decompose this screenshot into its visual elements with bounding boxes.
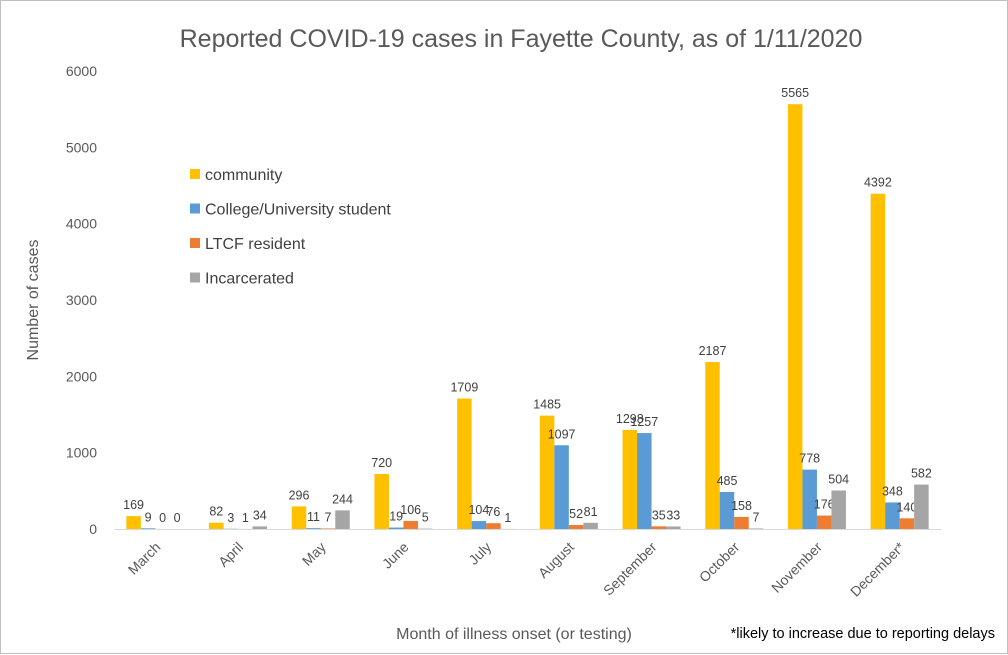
bar [705,362,720,529]
legend-swatch [190,204,200,214]
bar [292,506,307,529]
y-tick-label: 2000 [66,368,97,384]
bar [209,523,224,529]
data-label: 296 [289,488,310,502]
bar [472,521,487,529]
bar [817,516,832,529]
x-tick-label: June [379,539,412,572]
data-label: 169 [123,498,144,512]
legend: community College/University student LTCF … [190,167,391,288]
legend-swatch [190,238,200,248]
data-label: 81 [584,505,598,519]
data-label: 0 [174,511,181,525]
x-tick-label: May [299,539,329,569]
y-tick-label: 6000 [66,63,97,79]
data-label: 52 [569,507,583,521]
data-label: 582 [911,467,932,481]
data-label: 35 [652,508,666,522]
data-label: 34 [253,508,267,522]
bar [389,528,404,529]
x-axis-title: Month of illness onset (or testing) [396,626,632,643]
bar [569,525,584,529]
y-tick-label: 5000 [66,139,97,155]
bar [666,526,681,529]
y-axis-title: Number of cases [25,240,42,361]
bar [900,518,915,529]
bar [321,528,336,529]
data-label: 1097 [548,427,576,441]
data-label: 1 [242,511,249,525]
x-tick-label: November [768,539,825,596]
data-label: 11 [307,510,320,524]
legend-label: community [205,167,282,184]
data-label: 504 [828,473,849,487]
bar [554,445,569,529]
data-label: 1 [504,511,511,525]
bar [749,528,764,529]
data-label: 0 [159,511,166,525]
data-label: 1709 [450,381,478,395]
legend-label: College/University student [205,202,391,219]
data-label: 1485 [533,398,561,412]
bar [306,528,321,529]
bar [486,523,501,529]
y-tick-label: 4000 [66,216,97,232]
x-tick-label: October [696,539,743,586]
bar [141,528,156,529]
bar [831,491,846,529]
bar [126,516,141,529]
bar [623,430,638,529]
x-tick-label: March [125,539,164,578]
x-tick-label: December* [847,538,908,599]
data-label: 720 [371,456,392,470]
x-tick-label: September [600,539,660,599]
x-tick-label: August [535,539,577,581]
data-label: 244 [332,492,353,506]
data-label: 2187 [699,344,727,358]
data-label: 1257 [630,415,658,429]
data-label: 106 [400,503,421,517]
chart-title: Reported COVID-19 cases in Fayette Count… [180,25,863,53]
y-tick-label: 3000 [66,292,97,308]
bar [652,526,667,529]
data-label: 5565 [781,86,809,100]
legend-swatch [190,273,200,283]
y-tick-label: 1000 [66,445,97,461]
legend-swatch [190,169,200,179]
data-label: 7 [325,510,332,524]
data-label: 33 [666,508,680,522]
bar [335,510,350,529]
bar [637,433,652,529]
data-label: 82 [209,505,223,519]
data-label: 76 [486,505,500,519]
bar [914,485,929,529]
data-label: 778 [799,452,820,466]
bar [403,521,418,529]
data-label: 485 [717,474,738,488]
data-label: 3 [227,511,234,525]
bar [734,517,749,529]
x-tick-label: July [465,539,494,568]
data-label: 9 [145,510,152,524]
legend-label: Incarcerated [205,271,294,288]
footnote: *likely to increase due to reporting del… [731,626,995,642]
legend-label: LTCF resident [205,236,306,253]
data-label: 348 [882,484,903,498]
data-label: 7 [753,510,760,524]
data-label: 158 [731,499,752,513]
x-tick-label: April [215,539,246,570]
data-label: 4392 [864,176,892,190]
y-tick-label: 0 [89,521,97,537]
bar [374,474,389,529]
bar [583,523,598,529]
data-label: 5 [422,511,429,525]
bar [871,194,886,529]
bar [253,526,267,529]
